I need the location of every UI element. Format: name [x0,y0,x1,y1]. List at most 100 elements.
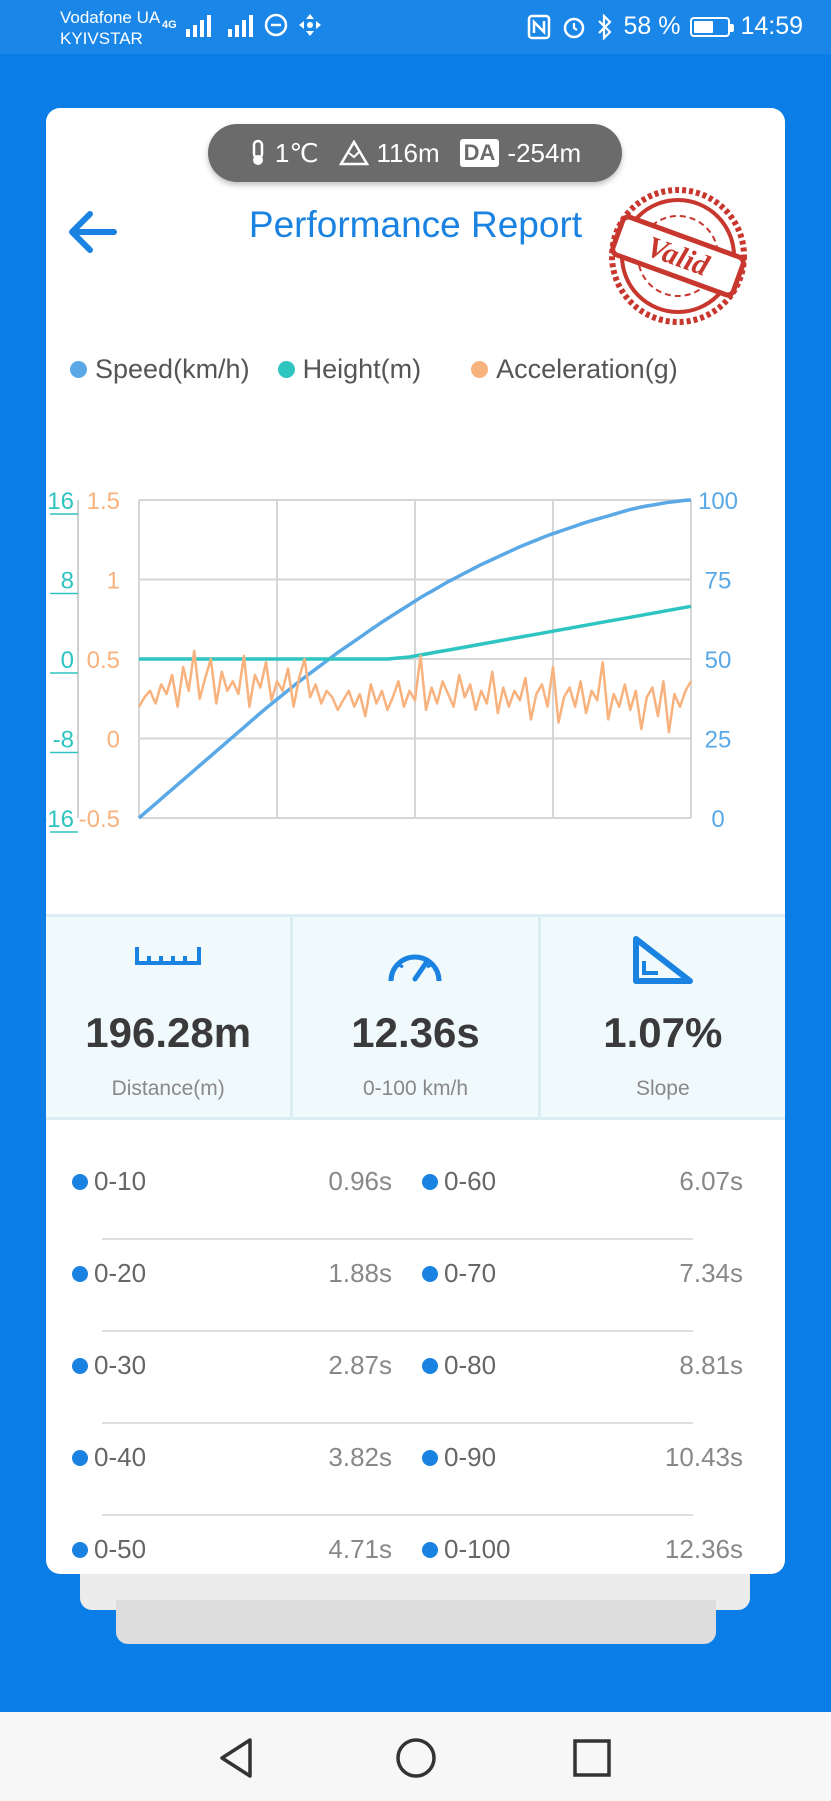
chart-legend: Speed(km/h) Height(m) Acceleration(g) [70,354,706,385]
split-left: 0-30 [72,1350,146,1381]
split-left-time: 1.88s [328,1258,392,1288]
split-dot [422,1173,438,1190]
legend-speed: Speed(km/h) [70,354,250,385]
legend-acceleration-label: Acceleration(g) [496,354,678,384]
split-right: 0-80 [422,1350,496,1381]
legend-height: Height(m) [277,354,422,385]
back-arrow-icon[interactable] [60,200,124,264]
stat-slope: 1.07% Slope [537,917,785,1117]
signal-icon-2 [227,15,253,37]
nfc-icon [528,14,551,39]
split-divider [102,1330,693,1332]
right-tick-label: 25 [705,727,732,754]
ruler-icon [135,947,202,965]
clock: 14:59 [740,12,803,40]
left-outer-tick-label: 0 [61,647,74,674]
split-dot [422,1265,438,1282]
series-line-height-m [139,604,692,661]
split-dot [72,1449,88,1466]
series-line-acceleration-g [137,649,693,734]
left-inner-tick-label: -0.5 [79,806,120,833]
right-tick-label: 75 [705,568,732,595]
split-left-label: 0-20 [94,1258,147,1288]
split-divider [102,1422,693,1424]
split-left: 0-10 [72,1166,146,1197]
split-right-label: 0-90 [444,1442,497,1472]
split-dot [72,1173,88,1190]
split-right: 0-60 [422,1166,496,1197]
nav-recents-icon[interactable] [568,1734,616,1782]
status-right: 58 % 14:59 [527,12,803,41]
split-right-time: 10.43s [664,1442,743,1472]
mountain-icon [338,140,369,166]
left-outer-tick-label: -16 [46,806,74,833]
carrier-info: Vodafone UA KYIVSTAR [60,7,160,49]
density-altitude-item: DA -254m [459,138,581,169]
splits-table: 0-10 0.96s 0-60 6.07s 0-20 1.88s 0-70 7.34s 0-30… [46,1148,785,1574]
split-row: 0-20 1.88s 0-70 7.34s [46,1240,785,1332]
split-left-label: 0-30 [94,1350,147,1380]
split-row: 0-50 4.71s 0-100 12.36s [46,1516,785,1574]
vpn-icon [264,13,287,37]
legend-height-label: Height(m) [302,354,422,384]
carrier-1: Vodafone UA [60,8,161,27]
left-inner-tick-label: 0 [107,727,120,754]
carrier-2: KYIVSTAR [60,29,143,48]
valid-stamp: Valid [609,187,747,325]
split-left-time: 2.87s [328,1350,392,1380]
split-right-time: 12.36s [664,1534,743,1564]
performance-chart: -16 -8 0 8 16 -0.5 0 0.5 1 1.5 0 25 50 75 100 [46,488,738,833]
split-right: 0-70 [422,1258,496,1289]
split-left-label: 0-50 [94,1534,147,1564]
nav-back-icon[interactable] [214,1734,262,1782]
split-right-label: 0-70 [444,1258,497,1288]
split-left: 0-50 [72,1534,146,1565]
split-divider [102,1238,693,1240]
right-tick-label: 0 [711,806,724,833]
distance-value: 196.28m [85,1009,252,1056]
split-right-time: 6.07s [679,1166,743,1196]
split-dot [72,1357,88,1374]
split-divider [102,1514,693,1516]
split-left-label: 0-40 [94,1442,147,1472]
temperature-item: 1℃ [249,138,319,169]
split-left-label: 0-10 [94,1166,147,1196]
split-right-time: 8.81s [679,1350,743,1380]
signal-icon [185,15,211,37]
split-right-label: 0-100 [444,1534,511,1564]
altitude-value: 116m [376,137,440,168]
legend-speed-label: Speed(km/h) [95,354,250,384]
stat-distance: 196.28m Distance(m) [46,917,290,1117]
slope-label: Slope [635,1077,690,1100]
network-type: 4G [162,19,177,31]
split-right-label: 0-60 [444,1166,497,1196]
environment-pill: 1℃ 116m DA -254m [208,124,622,182]
split-left: 0-20 [72,1258,146,1289]
alarm-icon [564,17,585,38]
split-left: 0-40 [72,1442,146,1473]
split-dot [72,1541,88,1558]
system-nav-bar [0,1712,831,1801]
page-title: Performance Report [248,204,583,245]
right-tick-label: 50 [705,647,732,674]
thermometer-icon [252,139,264,165]
split-right: 0-100 [422,1534,511,1565]
battery-icon [690,16,735,37]
split-row: 0-30 2.87s 0-80 8.81s [46,1332,785,1424]
left-outer-tick-label: 8 [61,568,74,595]
distance-label: Distance(m) [111,1077,225,1100]
left-inner-tick-label: 1.5 [87,488,120,515]
temperature-value: 1℃ [274,137,319,168]
report-card: 1℃ 116m DA -254m Performance Report Vali… [46,108,785,1574]
split-right: 0-90 [422,1442,496,1473]
nav-home-icon[interactable] [392,1734,440,1782]
split-dot [72,1265,88,1282]
split-left-time: 0.96s [328,1166,392,1196]
legend-height-dot [277,361,295,378]
split-row: 0-40 3.82s 0-90 10.43s [46,1424,785,1516]
battery-percent: 58 % [623,12,681,40]
split-dot [422,1449,438,1466]
split-left-time: 4.71s [328,1534,392,1564]
speedometer-icon [388,954,442,982]
split-row: 0-10 0.96s 0-60 6.07s [46,1148,785,1240]
